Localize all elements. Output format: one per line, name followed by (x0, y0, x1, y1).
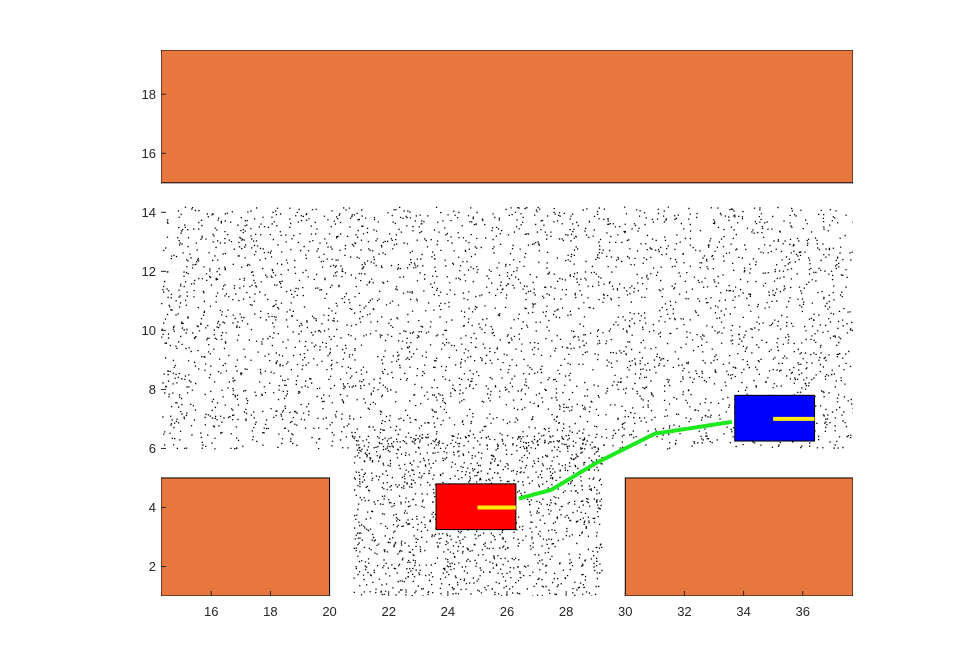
x-tick-label: 32 (677, 604, 691, 619)
y-tick-label: 6 (149, 441, 156, 456)
x-tick-label: 30 (618, 604, 632, 619)
y-tick-label: 2 (149, 559, 156, 574)
x-tick-label: 24 (441, 604, 455, 619)
x-tick-label: 34 (736, 604, 750, 619)
obstacle-bottom-left-block (161, 477, 331, 596)
planned-path-line (518, 419, 733, 501)
obstacle-top-wall (161, 50, 853, 184)
y-tick-label: 16 (142, 146, 156, 161)
y-tick-label: 18 (142, 87, 156, 102)
y-tick-label: 4 (149, 500, 156, 515)
particles-lower-slot (353, 433, 603, 596)
x-tick-label: 36 (795, 604, 809, 619)
x-axis: 16 18 20 22 24 26 28 30 32 34 36 (204, 591, 810, 619)
plot-area (161, 50, 853, 596)
y-tick-label: 8 (149, 382, 156, 397)
obstacles (161, 50, 853, 596)
path-layer (518, 419, 733, 501)
particle-cloud (161, 206, 853, 596)
x-tick-label: 22 (381, 604, 395, 619)
y-tick-label: 14 (142, 205, 156, 220)
obstacle-bottom-right-block (624, 477, 853, 596)
x-tick-label: 26 (500, 604, 514, 619)
x-tick-label: 28 (559, 604, 573, 619)
x-tick-label: 16 (204, 604, 218, 619)
x-tick-label: 18 (263, 604, 277, 619)
vehicles (435, 394, 816, 531)
y-axis: 2 4 6 8 10 12 14 16 18 (142, 87, 166, 574)
x-tick-label: 20 (322, 604, 336, 619)
y-tick-label: 10 (142, 323, 156, 338)
y-tick-label: 12 (142, 264, 156, 279)
